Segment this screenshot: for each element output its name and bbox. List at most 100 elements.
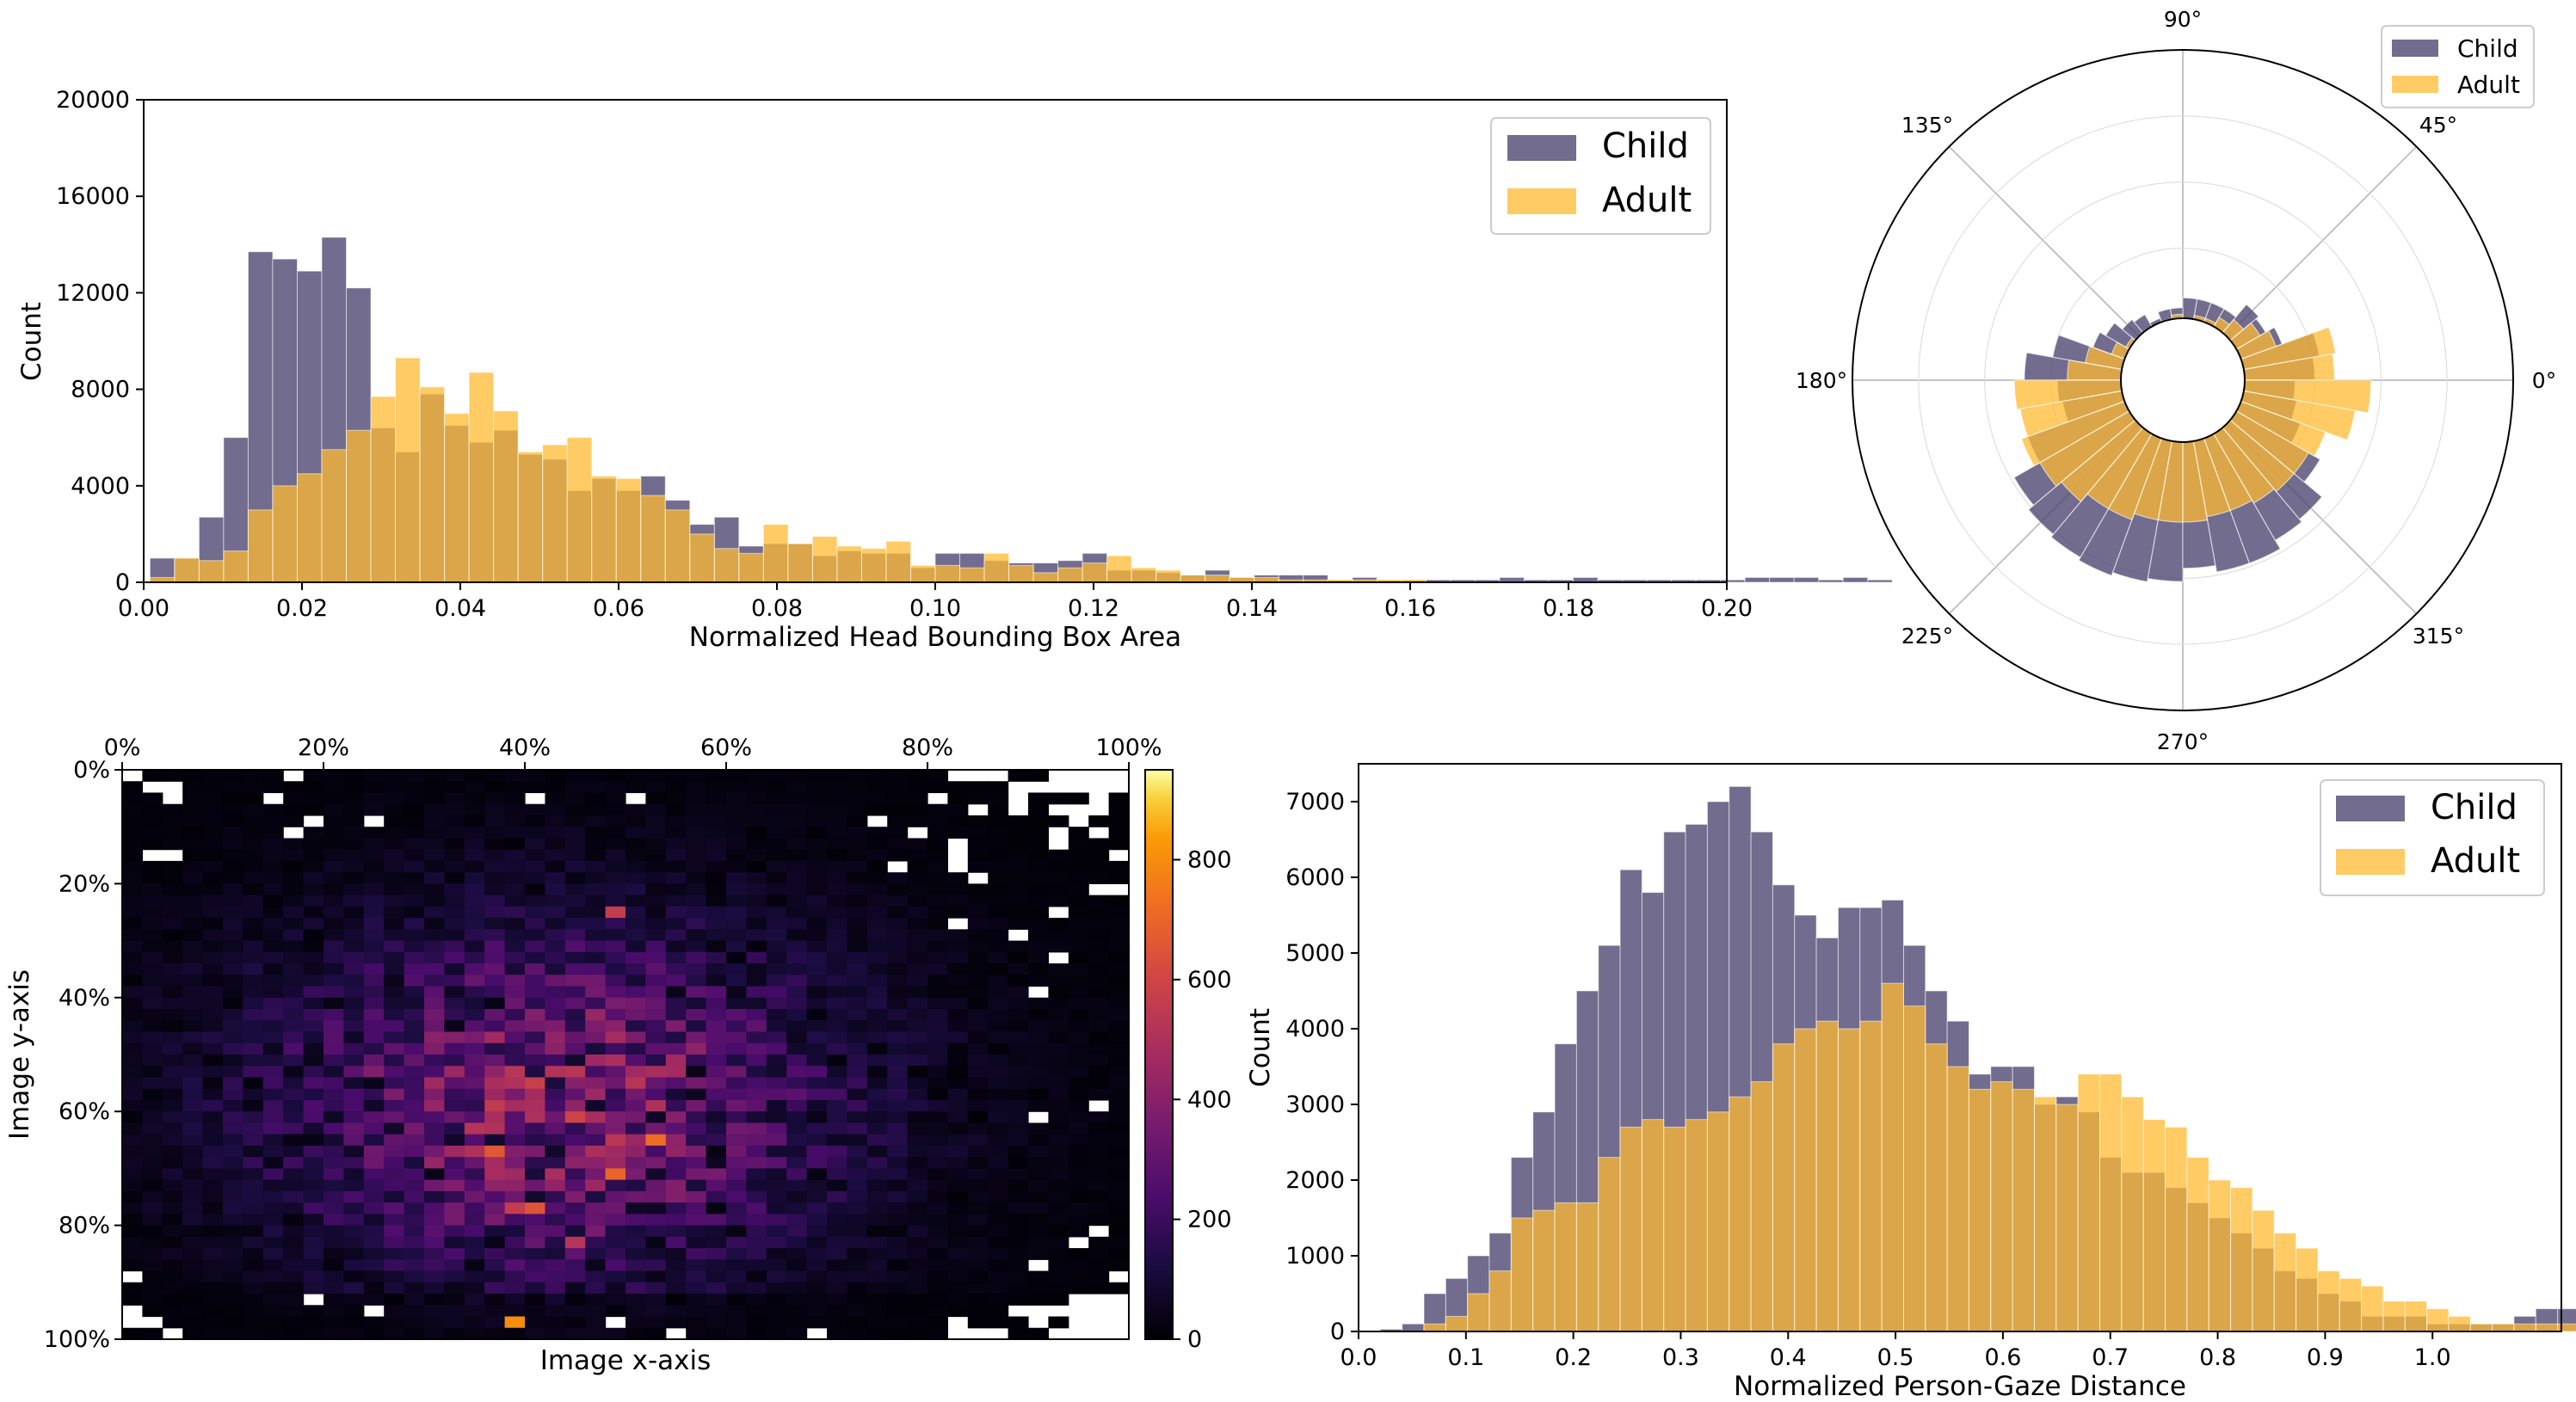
heatmap-cell — [504, 872, 526, 884]
heatmap-cell — [545, 815, 566, 827]
heatmap-cell — [927, 1316, 948, 1329]
heatmap-cell — [1008, 770, 1029, 782]
heatmap-cell — [907, 1236, 928, 1249]
heatmap-cell — [806, 1236, 828, 1249]
heatmap-cell — [686, 883, 707, 896]
heatmap-cell — [564, 1134, 586, 1147]
heatmap-cell — [1068, 1179, 1089, 1192]
gaze-distance-histogram: 0.0 0.1 0.2 0.3 0.4 0.5 0.6 0.7 0.8 0.9 1.0 010002… — [1245, 763, 2576, 1402]
heatmap-cell — [927, 1282, 948, 1294]
heatmap-cell — [786, 1305, 808, 1318]
heatmap-cell — [1028, 1327, 1049, 1340]
heatmap-cell — [142, 1190, 163, 1203]
heatmap-cell — [182, 918, 204, 930]
heatmap-cell — [847, 1020, 868, 1033]
heatmap-cell — [1108, 929, 1130, 942]
heatmap-cell — [142, 838, 163, 851]
heatmap-cell — [303, 1248, 324, 1260]
heatmap-cell — [706, 860, 727, 873]
heatmap-cell — [324, 1099, 344, 1112]
heatmap-cell — [967, 895, 989, 907]
heatmap-cell — [564, 1157, 586, 1169]
heatmap-cell — [384, 906, 405, 919]
heatmap-cell — [1088, 929, 1110, 942]
heatmap-cell — [706, 1214, 727, 1227]
heatmap-cell — [223, 1214, 243, 1227]
heatmap-cell — [927, 849, 948, 862]
heatmap-cell — [786, 1202, 808, 1214]
heatmap-cell — [243, 1020, 264, 1033]
theta-tick-label: 225° — [1901, 624, 1953, 649]
heatmap-cell — [827, 1248, 847, 1260]
heatmap-cell — [545, 997, 566, 1010]
heatmap-cell — [262, 1327, 284, 1340]
heatmap-cell — [645, 918, 667, 930]
heatmap-cell — [545, 803, 566, 816]
legend-label-adult: Adult — [2431, 841, 2520, 881]
heatmap-cell — [786, 906, 808, 919]
heatmap-cell — [907, 1111, 928, 1124]
heatmap-cell — [887, 815, 909, 827]
heatmap-cell — [988, 827, 1009, 839]
heatmap-cell — [1108, 951, 1130, 964]
heatmap-cell — [746, 1168, 767, 1181]
heatmap-cell — [363, 1055, 385, 1067]
heatmap-cell — [827, 838, 847, 851]
heatmap-cell — [343, 1270, 365, 1283]
y-tick-label: 0% — [73, 757, 110, 784]
heatmap-cell — [545, 986, 566, 999]
heatmap-cell — [746, 1225, 767, 1238]
heatmap-cell — [504, 997, 526, 1010]
heatmap-cell — [585, 815, 607, 827]
heatmap-cell — [324, 940, 344, 953]
heatmap-cell — [464, 770, 485, 782]
y-tick-label: 1000 — [1285, 1243, 1345, 1270]
heatmap-cell — [907, 1122, 928, 1135]
heatmap-cell — [1108, 872, 1130, 884]
heatmap-cell — [243, 1122, 264, 1135]
heatmap-cell — [626, 883, 646, 896]
heatmap-cell — [182, 1294, 204, 1306]
heatmap-cell — [545, 883, 566, 896]
heatmap-cell — [464, 1168, 485, 1181]
heatmap-cell — [585, 1145, 607, 1158]
heatmap-cell — [1108, 997, 1130, 1010]
heatmap-cell — [464, 1225, 485, 1238]
heatmap-cell — [907, 860, 928, 873]
heatmap-cell — [324, 997, 344, 1010]
heatmap-cell — [626, 1066, 646, 1079]
heatmap-cell — [866, 1202, 888, 1214]
heatmap-cell — [626, 1111, 646, 1124]
heatmap-cell — [827, 997, 847, 1010]
heatmap-cell — [142, 951, 163, 964]
heatmap-cell — [384, 781, 405, 794]
heatmap-cell — [202, 1190, 224, 1203]
heatmap-cell — [1068, 1259, 1089, 1272]
heatmap-cell — [223, 838, 243, 851]
heatmap-cell — [746, 1316, 767, 1329]
heatmap-cell — [545, 1055, 566, 1067]
heatmap-cell — [947, 1248, 969, 1260]
heatmap-cell — [927, 997, 948, 1010]
heatmap-cell — [324, 827, 344, 839]
heatmap-cell — [947, 1202, 969, 1214]
heatmap-cell — [202, 838, 224, 851]
heatmap-cell — [1008, 1122, 1029, 1135]
heatmap-cell — [686, 975, 707, 987]
heatmap-cell — [927, 986, 948, 999]
adult-bar — [1859, 1020, 1883, 1332]
heatmap-cell — [706, 997, 727, 1010]
heatmap-cell — [564, 781, 586, 794]
heatmap-cell — [665, 963, 687, 975]
heatmap-cell — [786, 940, 808, 953]
heatmap-cell — [786, 929, 808, 942]
heatmap-cell — [1088, 1236, 1110, 1249]
heatmap-cell — [262, 1055, 284, 1067]
heatmap-cell — [1068, 1042, 1089, 1055]
heatmap-cell — [142, 1259, 163, 1272]
heatmap-cell — [806, 1077, 828, 1090]
heatmap-cell — [444, 1134, 465, 1147]
heatmap-cell — [786, 1179, 808, 1192]
heatmap-cell — [847, 1225, 868, 1238]
adult-bar — [2230, 1187, 2253, 1332]
